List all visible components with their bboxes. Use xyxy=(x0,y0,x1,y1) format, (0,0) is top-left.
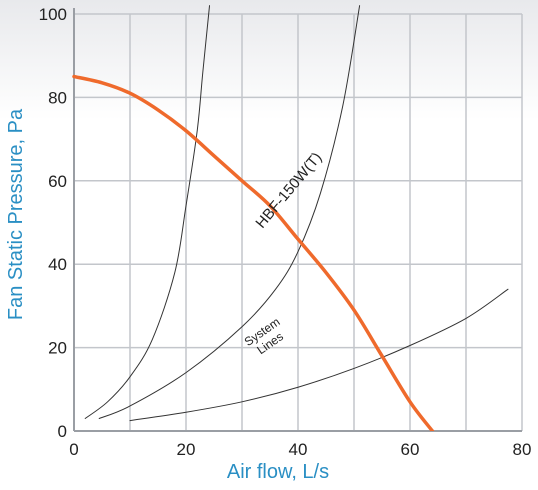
system-lines-label: SystemLines xyxy=(242,315,291,361)
x-tick-label: 80 xyxy=(513,440,532,459)
x-tick-label: 60 xyxy=(401,440,420,459)
x-tick-label: 20 xyxy=(177,440,196,459)
x-tick-label: 40 xyxy=(289,440,308,459)
system-line xyxy=(98,5,361,419)
y-tick-label: 60 xyxy=(48,172,67,191)
y-tick-label: 100 xyxy=(39,5,67,24)
y-tick-label: 20 xyxy=(48,339,67,358)
x-axis-title: Air flow, L/s xyxy=(227,461,329,483)
y-tick-label: 0 xyxy=(58,422,67,441)
fan-curve-label: HBF-150W(T) xyxy=(252,149,325,231)
y-tick-label: 80 xyxy=(48,88,67,107)
fan-curve-line xyxy=(72,74,435,431)
y-axis-title: Fan Static Pressure, Pa xyxy=(5,108,27,320)
y-tick-label: 40 xyxy=(48,255,67,274)
system-line xyxy=(84,5,211,419)
system-line xyxy=(129,288,509,422)
x-tick-label: 0 xyxy=(69,440,78,459)
